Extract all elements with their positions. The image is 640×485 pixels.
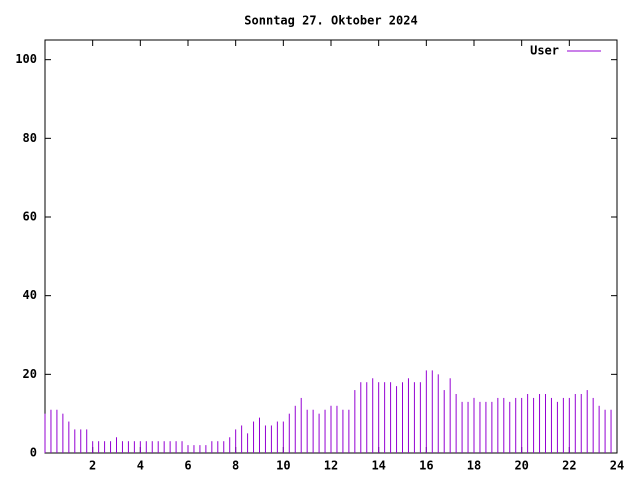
y-tick-label: 20: [23, 367, 37, 381]
y-tick-label: 80: [23, 131, 37, 145]
x-tick-label: 16: [419, 459, 433, 473]
x-tick-label: 2: [89, 459, 96, 473]
x-tick-label: 14: [371, 459, 385, 473]
x-tick-label: 6: [184, 459, 191, 473]
x-tick-label: 12: [324, 459, 338, 473]
x-tick-label: 18: [467, 459, 481, 473]
x-tick-label: 22: [562, 459, 576, 473]
y-tick-label: 40: [23, 288, 37, 302]
x-tick-label: 8: [232, 459, 239, 473]
y-tick-label: 100: [15, 52, 37, 66]
x-tick-label: 20: [514, 459, 528, 473]
y-tick-label: 0: [30, 446, 37, 460]
x-tick-label: 4: [137, 459, 144, 473]
x-tick-label: 24: [610, 459, 624, 473]
x-tick-label: 10: [276, 459, 290, 473]
legend-label: User: [530, 44, 559, 58]
y-tick-label: 60: [23, 210, 37, 224]
chart-title: Sonntag 27. Oktober 2024: [244, 14, 417, 28]
